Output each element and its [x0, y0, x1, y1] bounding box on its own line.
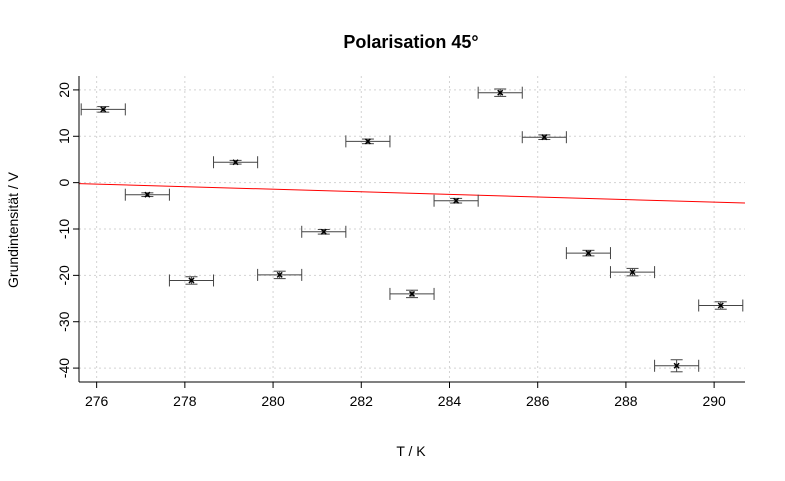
y-tick-label: -10 — [56, 219, 72, 239]
x-tick-label: 282 — [350, 393, 374, 409]
data-point — [80, 103, 126, 116]
point-marker — [629, 269, 636, 276]
x-tick-label: 278 — [173, 393, 197, 409]
data-point — [301, 225, 347, 238]
point-marker — [717, 302, 724, 309]
data-point — [477, 86, 523, 99]
y-tick-label: 0 — [56, 179, 72, 187]
point-marker — [453, 197, 460, 204]
data-point — [698, 299, 744, 312]
y-tick-label: -30 — [56, 311, 72, 331]
y-axis-label: Grundintensität / V — [5, 171, 21, 288]
point-marker — [541, 134, 548, 141]
chart-title: Polarisation 45° — [343, 32, 478, 52]
point-marker — [497, 89, 504, 96]
x-tick-label: 284 — [438, 393, 462, 409]
x-axis-label: T / K — [396, 443, 426, 459]
y-tick-label: 20 — [56, 82, 72, 98]
point-marker — [408, 290, 416, 297]
point-marker — [276, 271, 283, 278]
point-marker — [232, 159, 239, 166]
y-tick-label: -40 — [56, 358, 72, 378]
point-marker — [144, 191, 151, 198]
x-tick-label: 290 — [702, 393, 726, 409]
point-marker — [364, 138, 371, 145]
data-point — [124, 188, 170, 201]
x-tick-label: 276 — [85, 393, 109, 409]
data-point — [257, 268, 303, 281]
axes: 276 278 280 282 284 286 288 290 20 10 0 -10 -20 -30 -4… — [56, 76, 745, 409]
x-tick-label: 280 — [261, 393, 285, 409]
point-marker — [320, 228, 327, 235]
fit-line-group — [78, 183, 746, 204]
data-point — [609, 266, 656, 279]
point-marker — [673, 362, 680, 369]
data-point — [521, 131, 567, 144]
y-tick-label: -20 — [56, 265, 72, 285]
y-tick-label: 10 — [56, 128, 72, 144]
data-point — [213, 156, 259, 169]
x-tick-label: 286 — [526, 393, 550, 409]
fit-line — [78, 183, 746, 204]
data-point — [433, 194, 479, 207]
data-point — [565, 247, 611, 260]
data-point — [168, 274, 215, 287]
data-point — [345, 135, 391, 148]
point-marker — [188, 277, 195, 284]
point-marker — [100, 106, 107, 113]
point-marker — [585, 250, 592, 257]
x-tick-label: 288 — [614, 393, 638, 409]
data-points — [80, 86, 744, 373]
data-point — [654, 359, 700, 373]
grid — [79, 76, 745, 382]
data-point — [389, 287, 435, 300]
